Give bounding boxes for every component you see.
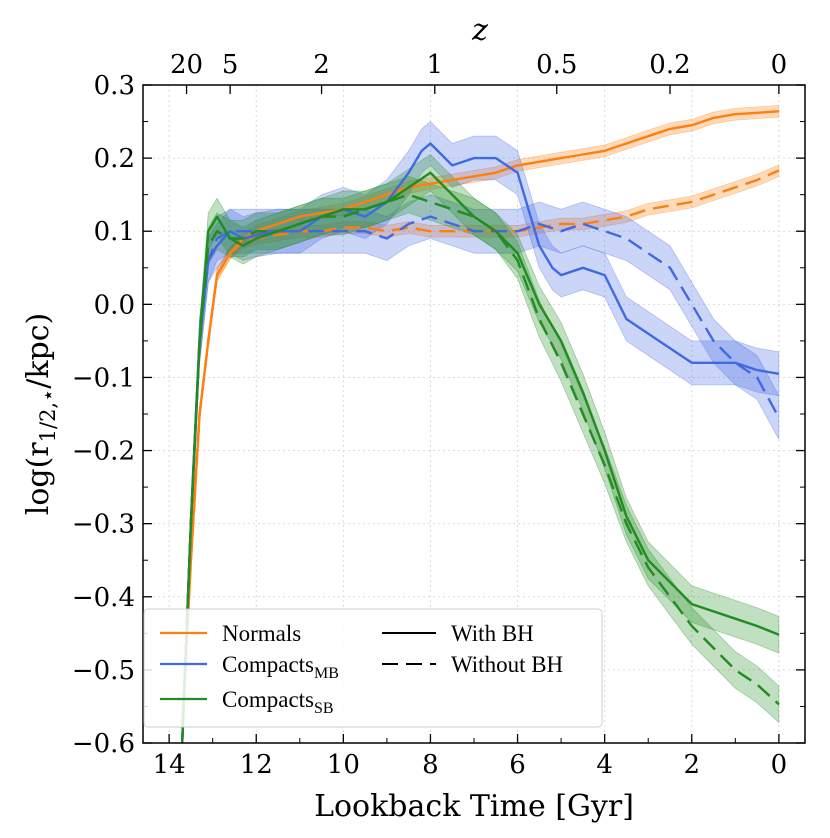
- x-tick-label: 2: [683, 750, 700, 780]
- uncertainty-bands: [181, 105, 780, 744]
- line-normals-without-bh: [181, 169, 780, 729]
- x-tick-label: 0: [771, 750, 788, 780]
- legend-box: [143, 608, 603, 728]
- y-tick-label: −0.6: [72, 729, 135, 759]
- y-axis-label-main: log(r: [21, 442, 56, 516]
- x-tick-label: 4: [596, 750, 613, 780]
- y-tick-label: 0.2: [94, 144, 135, 174]
- legend-label-compacts-mb-main: Compacts: [222, 652, 314, 677]
- x-tick-label: 14: [153, 750, 186, 780]
- line-compacts-sb-with-bh: [181, 171, 780, 744]
- top-tick-label: 0: [771, 50, 788, 80]
- legend-label-compacts-sb-main: Compacts: [222, 687, 314, 712]
- top-tick-label: 2: [313, 50, 330, 80]
- x-axis-label: Lookback Time [Gyr]: [314, 789, 634, 824]
- band-compacts-sb-with: [181, 153, 780, 744]
- top-tick-label: 5: [222, 50, 239, 80]
- y-tick-label: −0.2: [72, 437, 135, 467]
- x-tick-label: 10: [327, 750, 360, 780]
- y-tick-label: 0.0: [94, 290, 135, 320]
- legend-label-compacts-sb: CompactsSB: [222, 687, 334, 717]
- legend-label-compacts-mb: CompactsMB: [222, 652, 339, 682]
- x-tick-label: 12: [240, 750, 273, 780]
- legend-label-normals: Normals: [222, 621, 301, 646]
- top-axis-label: z: [471, 13, 488, 48]
- legend-label-compacts-sb-sub: SB: [314, 700, 334, 717]
- line-compacts-sb-without-bh: [181, 193, 780, 744]
- top-tick-label: 0.5: [536, 50, 577, 80]
- y-tick-label: −0.4: [72, 583, 135, 613]
- y-axis-label-sub: 1/2,⋆: [36, 389, 60, 443]
- y-tick-label: 0.3: [94, 71, 135, 101]
- x-tick-label: 6: [509, 750, 526, 780]
- y-axis-label-tail: /kpc): [21, 313, 56, 389]
- y-axis-label: log(r1/2,⋆/kpc): [21, 313, 60, 516]
- series-lines: [181, 110, 780, 744]
- grid: [143, 85, 805, 743]
- legend-label-compacts-mb-sub: MB: [314, 665, 339, 682]
- legend-label-without-bh: Without BH: [451, 652, 563, 677]
- band-compacts-sb-without: [181, 175, 780, 744]
- top-tick-label: 1: [427, 50, 444, 80]
- band-compacts-mb-with: [181, 121, 780, 744]
- band-normals-without: [181, 164, 780, 735]
- axis-ticks: [143, 84, 805, 744]
- y-tick-label: 0.1: [94, 217, 135, 247]
- line-compacts-mb-with-bh: [181, 142, 780, 744]
- y-tick-label: −0.5: [72, 656, 135, 686]
- legend: Normals CompactsMB CompactsSB With BH Wi…: [143, 608, 603, 728]
- tick-labels: 14 12 10 8 6 4 2 00.30.20.10.0−0.1−0.2−0.3−0.4−…: [72, 50, 787, 780]
- top-tick-label: 20: [170, 50, 203, 80]
- y-tick-label: −0.1: [72, 363, 135, 393]
- legend-label-with-bh: With BH: [451, 621, 534, 646]
- y-tick-label: −0.3: [72, 510, 135, 540]
- x-tick-label: 8: [422, 750, 439, 780]
- top-tick-label: 0.2: [649, 50, 690, 80]
